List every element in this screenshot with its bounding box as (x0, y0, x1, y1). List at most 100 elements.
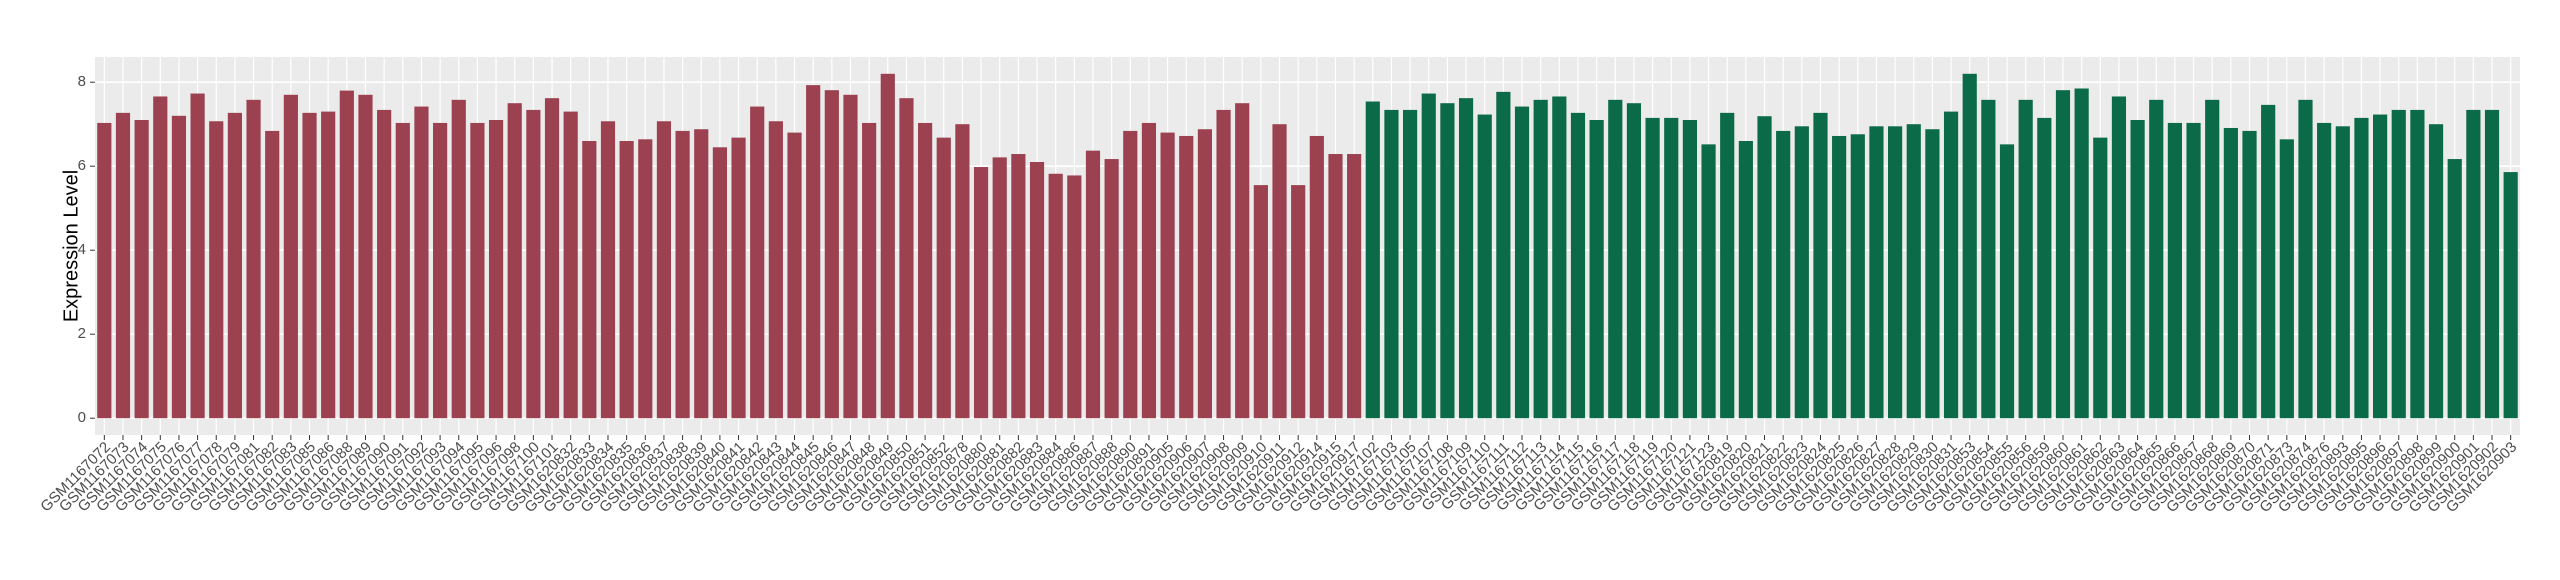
bar (582, 141, 597, 419)
bar (2111, 96, 2127, 419)
bar (433, 122, 448, 419)
bar (1999, 144, 2015, 419)
bar (638, 139, 653, 419)
bar (563, 111, 578, 419)
bar (1626, 103, 1642, 419)
bar (1458, 98, 1474, 419)
bar (526, 109, 541, 419)
bar (2484, 109, 2500, 419)
bar (395, 122, 410, 419)
bar (1869, 126, 1884, 419)
bar (1720, 112, 1735, 419)
bar (1179, 135, 1194, 419)
bar (918, 122, 933, 419)
bar (712, 147, 727, 419)
bar (1906, 124, 1921, 419)
bar (507, 103, 522, 419)
bar (2410, 109, 2425, 419)
bar (675, 130, 690, 419)
bar (2037, 117, 2052, 419)
y-axis-title: Expression Level (60, 170, 82, 322)
bar (1757, 116, 1772, 419)
bar (1533, 99, 1548, 419)
bar (1440, 103, 1455, 419)
bar (1514, 106, 1530, 419)
bar (2130, 120, 2145, 419)
bar (2223, 127, 2238, 419)
bar (2167, 122, 2182, 419)
bar (283, 94, 298, 419)
bar (973, 167, 989, 419)
bar (1850, 134, 1865, 419)
bar (880, 73, 895, 419)
bar (843, 94, 858, 419)
bar (936, 137, 951, 419)
bar (1701, 144, 1716, 419)
bar (862, 122, 877, 419)
bar (2391, 109, 2406, 419)
bar (1552, 96, 1567, 419)
bar (1067, 175, 1082, 419)
bar (2335, 126, 2350, 419)
bar (134, 120, 149, 419)
bar (1347, 154, 1362, 419)
bar (2503, 172, 2518, 419)
bar (768, 121, 783, 419)
bar (1403, 109, 1418, 419)
bar (1216, 109, 1231, 419)
bar (2055, 90, 2071, 419)
bar (1309, 135, 1324, 419)
bar (1291, 185, 1306, 419)
bar (1608, 99, 1623, 419)
bar (358, 94, 373, 419)
bar (750, 106, 765, 419)
bar (470, 122, 485, 419)
bar (1104, 159, 1119, 419)
bar (2428, 124, 2444, 419)
bar (731, 137, 746, 419)
bar (2261, 104, 2276, 419)
bar (2298, 99, 2313, 419)
bar (824, 90, 839, 419)
bar (2205, 99, 2220, 419)
bar (2317, 122, 2332, 419)
bar (992, 157, 1007, 419)
bar (1160, 132, 1175, 419)
y-tick-label: 6 (78, 157, 86, 174)
bar (190, 93, 205, 419)
bar (2466, 109, 2481, 419)
bar (1085, 150, 1101, 419)
bar (1048, 173, 1063, 419)
bar (2093, 137, 2108, 419)
bar (1645, 117, 1660, 419)
bar (488, 120, 504, 419)
bar (1011, 154, 1026, 419)
y-tick-label: 2 (78, 325, 86, 342)
bar (339, 90, 354, 419)
bar (1029, 162, 1045, 419)
bar (619, 141, 634, 419)
bar (1738, 141, 1753, 419)
bar (1365, 101, 1380, 419)
bar (1384, 109, 1399, 419)
bar (955, 124, 970, 419)
bar (1328, 154, 1343, 419)
bar (1943, 111, 1959, 419)
bar (1682, 120, 1697, 419)
bar (2018, 99, 2033, 419)
bar (2279, 139, 2294, 419)
bar (2242, 130, 2257, 419)
bar (321, 111, 336, 419)
bar (787, 132, 802, 419)
bar (544, 98, 560, 419)
bar (1589, 120, 1604, 419)
bar (227, 112, 242, 419)
bar (1888, 126, 1903, 419)
bar (97, 122, 112, 419)
bar (1496, 91, 1511, 419)
bar (1962, 73, 1977, 419)
bar (1664, 117, 1679, 419)
bar (414, 106, 429, 419)
bar (115, 112, 131, 419)
